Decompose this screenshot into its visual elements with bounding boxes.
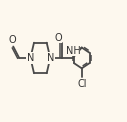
Text: O: O: [8, 35, 16, 45]
Text: N: N: [27, 53, 34, 63]
Text: NH: NH: [66, 46, 80, 56]
Text: N: N: [47, 53, 54, 63]
Text: Cl: Cl: [77, 79, 86, 89]
Text: O: O: [55, 33, 62, 43]
